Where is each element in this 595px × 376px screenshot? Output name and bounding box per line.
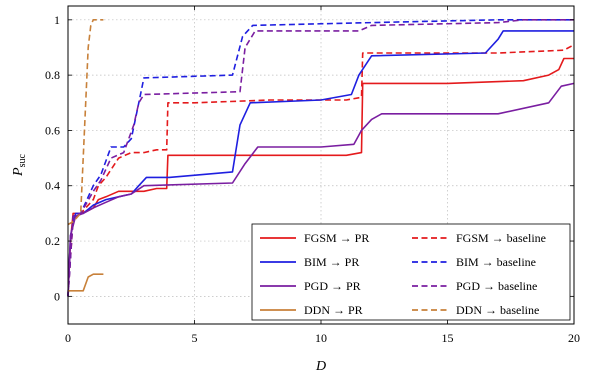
x-tick-label: 5 — [192, 331, 198, 345]
y-axis-label-sub: suc — [17, 153, 28, 167]
x-tick-label: 10 — [315, 331, 327, 345]
series-line-1 — [67, 43, 575, 297]
legend-label-dashed-3: DDN → baseline — [456, 303, 539, 317]
y-tick-label: 0.6 — [45, 123, 60, 137]
legend-label-solid-2: PGD → PR — [304, 279, 361, 293]
legend-label-solid-1: BIM → PR — [304, 255, 359, 269]
legend-label-solid-3: DDN → PR — [304, 303, 363, 317]
chart-series-group — [67, 18, 575, 297]
x-axis-label: D — [315, 359, 326, 374]
legend-label-solid-0: FGSM → PR — [304, 231, 369, 245]
legend-box — [251, 223, 571, 321]
series-line-5 — [67, 18, 574, 297]
series-line-2 — [67, 30, 574, 297]
y-axis-label-main: P — [11, 167, 26, 177]
y-axis-ticks: 0 0.2 0.4 0.6 0.8 1 — [45, 13, 574, 303]
legend-label-dashed-0: FGSM → baseline — [456, 231, 546, 245]
series-line-6 — [68, 273, 104, 292]
legend-label-dashed-1: BIM → baseline — [456, 255, 536, 269]
x-tick-label: 20 — [568, 331, 580, 345]
y-tick-label: 0.2 — [45, 234, 60, 248]
legend-label-dashed-2: PGD → baseline — [456, 279, 537, 293]
x-tick-label: 0 — [65, 331, 71, 345]
y-tick-label: 0.4 — [45, 179, 60, 193]
y-axis-label: Psuc — [11, 153, 28, 176]
y-tick-label: 1 — [54, 13, 60, 27]
series-line-3 — [67, 18, 574, 297]
y-tick-label: 0 — [54, 289, 60, 303]
x-axis-ticks: 0 5 10 15 20 — [65, 6, 580, 345]
series-line-4 — [67, 82, 575, 297]
legend: FGSM → PR BIM → PR PGD → PR DDN → PR FGSM → … — [251, 223, 571, 321]
y-tick-label: 0.8 — [45, 68, 60, 82]
x-tick-label: 15 — [442, 331, 454, 345]
series-line-7 — [67, 18, 104, 226]
